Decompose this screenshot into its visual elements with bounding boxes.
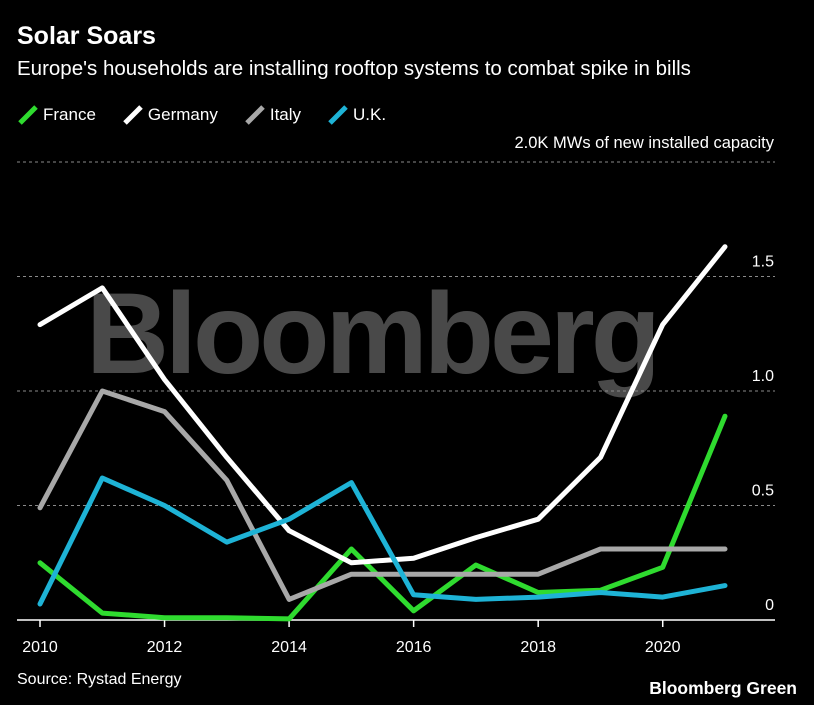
series-line-france [37,413,728,622]
y-tick-label: 1.0 [752,368,774,385]
legend-item-france: France [17,104,96,126]
series-line-italy [37,388,728,602]
legend-label-italy: Italy [269,105,302,124]
legend-label-france: France [43,105,96,124]
chart-title: Solar Soars [17,22,156,50]
legend-swatch-germany [123,105,143,125]
legend-item-uk: U.K. [327,104,386,126]
x-tick-label: 2018 [520,639,556,656]
x-tick-label: 2016 [396,639,432,656]
chart-subtitle: Europe's households are installing rooft… [17,57,691,80]
legend-swatch-italy [245,105,265,125]
legend-item-italy: Italy [244,104,301,126]
y-axis-unit-label: 2.0K MWs of new installed capacity [514,134,774,152]
bloomberg-watermark: Bloomberg [86,270,661,398]
series-line-uk [37,475,728,607]
x-tick-label: 2020 [645,639,681,656]
source-note: Source: Rystad Energy [17,671,182,688]
legend-swatch-uk [328,105,348,125]
legend: France Germany Italy U.K. [17,104,412,126]
legend-label-uk: U.K. [353,105,387,124]
brand-logo: Bloomberg Green [649,678,797,698]
x-tick-label: 2012 [147,639,183,656]
y-tick-label: 1.5 [752,254,774,271]
legend-swatch-france [18,105,38,125]
y-tick-label: 0.5 [752,483,774,500]
x-tick-label: 2014 [271,639,307,656]
legend-label-germany: Germany [147,105,218,124]
legend-item-germany: Germany [122,104,218,126]
series-line-germany [37,244,728,566]
y-tick-label: 0 [765,597,774,614]
x-tick-label: 2010 [22,639,58,656]
